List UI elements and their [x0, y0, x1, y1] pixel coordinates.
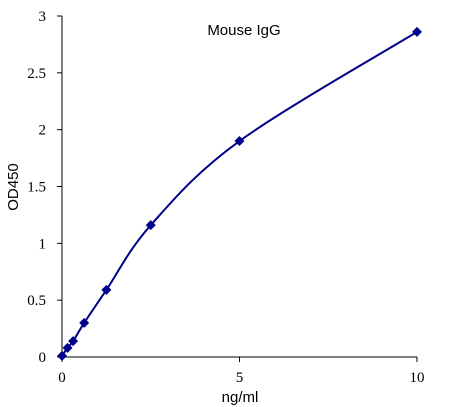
fit-curve — [61, 31, 418, 357]
data-point-diamond — [145, 220, 156, 231]
y-tick-label: 0 — [39, 350, 47, 366]
data-points — [57, 26, 422, 361]
data-point-diamond — [412, 26, 422, 37]
y-tick-label: 2 — [39, 123, 47, 139]
y-tick-label: 2.5 — [27, 66, 46, 82]
y-tick-label: 1.5 — [27, 180, 46, 196]
data-point-diamond — [234, 136, 245, 147]
y-tick-label: 0.5 — [27, 293, 46, 309]
y-axis-ticks: 0 0.5 1 1.5 2 2.5 3 — [27, 9, 62, 366]
x-axis-ticks: 0 5 10 — [58, 357, 425, 386]
x-tick-label: 0 — [58, 370, 66, 386]
y-axis-label: OD450 — [5, 163, 22, 211]
x-tick-label: 10 — [410, 370, 425, 386]
data-point-diamond — [62, 342, 73, 353]
data-point-diamond — [57, 350, 67, 361]
data-point-diamond — [68, 336, 79, 347]
x-tick-label: 5 — [236, 370, 244, 386]
chart-title: Mouse IgG — [207, 22, 280, 39]
x-axis-label: ng/ml — [222, 389, 259, 406]
data-point-diamond — [79, 317, 90, 328]
y-tick-label: 1 — [39, 236, 47, 252]
data-point-diamond — [101, 284, 112, 295]
y-tick-label: 3 — [39, 9, 47, 25]
